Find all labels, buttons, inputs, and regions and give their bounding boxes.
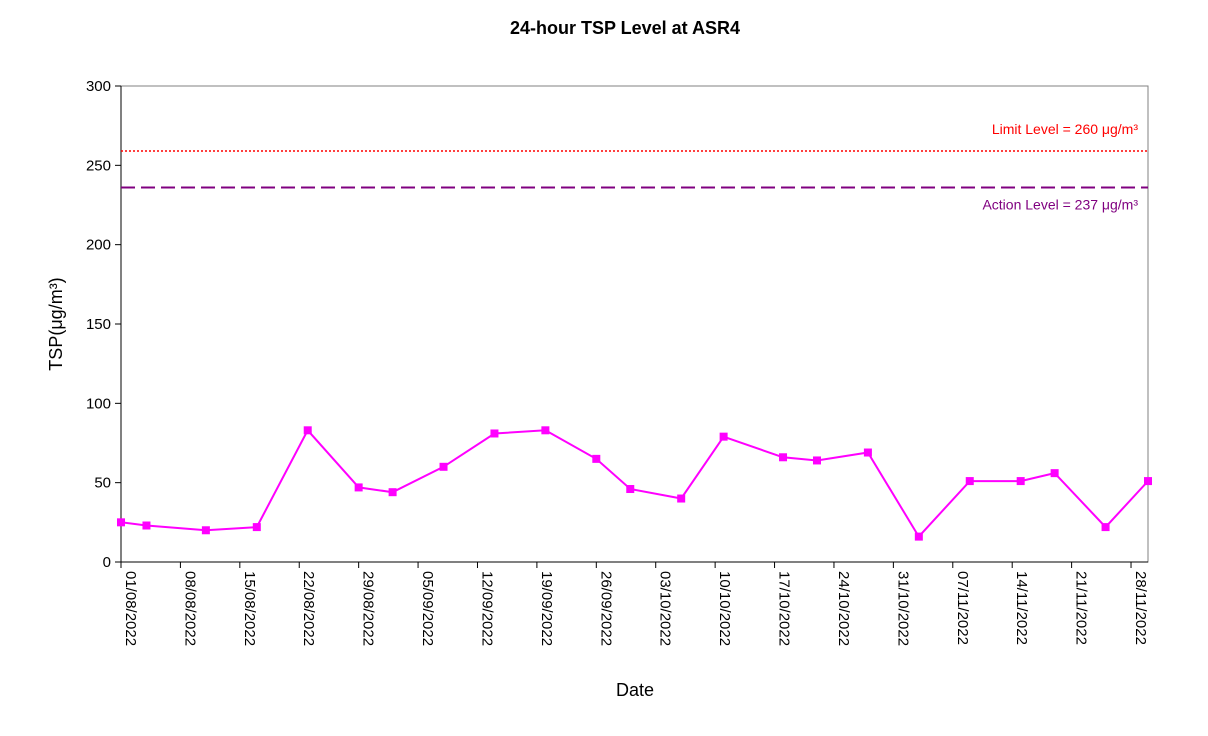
y-tick-label: 100 [86,395,111,412]
data-point [626,485,635,494]
data-point [142,521,151,530]
x-tick-label: 31/10/2022 [894,571,911,646]
x-tick-label: 26/09/2022 [597,571,614,646]
x-tick-label: 24/10/2022 [835,571,852,646]
data-point [303,426,312,435]
data-point [677,494,686,503]
y-tick-label: 0 [103,554,111,571]
reference-lines: Limit Level = 260 μg/m³ Action Level = 23… [121,121,1148,213]
data-point [541,426,550,435]
y-tick-label: 150 [86,316,111,333]
data-point [719,432,728,441]
data-point [965,477,974,486]
data-point [592,454,601,463]
y-tick-label: 50 [94,475,111,492]
x-tick-label: 03/10/2022 [657,571,674,646]
y-tick-label: 200 [86,237,111,254]
x-tick-label: 28/11/2022 [1132,571,1149,645]
x-tick-label: 21/11/2022 [1073,571,1090,645]
data-point [117,518,125,527]
x-tick-label: 22/08/2022 [300,571,317,646]
x-tick-label: 01/08/2022 [122,571,139,646]
data-point [439,462,448,471]
x-axis-ticks: 01/08/2022 08/08/2022 15/08/2022 22/08/2022… [120,562,1149,646]
reference-line-label: Limit Level = 260 μg/m³ [992,121,1139,137]
data-point [914,532,923,541]
data-point [812,456,821,465]
x-tick-label: 08/08/2022 [181,571,198,646]
data-point [1101,523,1110,532]
y-tick-label: 250 [86,157,111,174]
data-series [117,426,1152,541]
y-tick-label: 300 [86,78,111,95]
x-tick-label: 14/11/2022 [1013,571,1030,645]
data-point [863,448,872,457]
data-point [354,483,363,492]
x-tick-label: 15/08/2022 [241,571,258,646]
x-tick-label: 10/10/2022 [716,571,733,646]
data-point [1144,477,1152,486]
data-point [1016,477,1025,486]
x-tick-label: 05/09/2022 [419,571,436,646]
data-point [1050,469,1059,478]
data-point [490,429,499,438]
x-tick-label: 12/09/2022 [478,571,495,646]
y-axis-label: TSP(μg/m³) [46,277,66,370]
x-tick-label: 17/10/2022 [776,571,793,646]
data-point [779,453,788,462]
y-axis-ticks: 0 50 100 150 200 250 300 [86,78,121,571]
data-point [388,488,397,497]
reference-line-label: Action Level = 237 μg/m³ [982,197,1138,213]
x-axis-label: Date [616,680,654,700]
x-tick-label: 29/08/2022 [360,571,377,646]
plot-area [120,85,1149,563]
x-tick-label: 07/11/2022 [954,571,971,645]
chart-title: 24-hour TSP Level at ASR4 [510,18,740,38]
data-point [252,523,261,532]
data-point [201,526,210,535]
x-tick-label: 19/09/2022 [538,571,555,646]
